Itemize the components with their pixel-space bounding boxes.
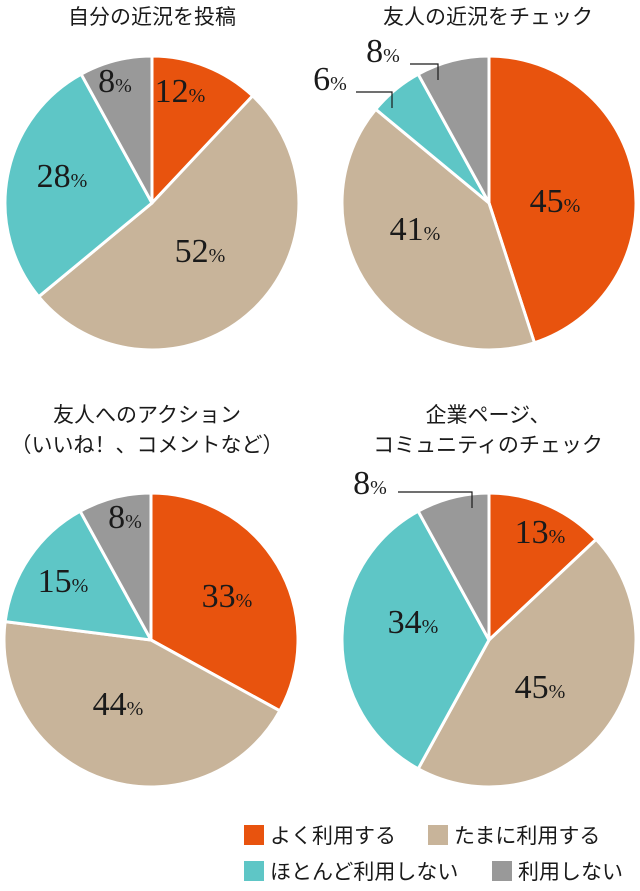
chart-2-slice-often	[487, 54, 638, 345]
chart-3-label-never: 8%	[108, 499, 142, 536]
chart-1-slice-rarely	[3, 72, 154, 299]
legend-label-rarely: ほとんど利用しない	[270, 860, 458, 884]
chart-4-subtitle: コミュニティのチェック	[373, 433, 603, 457]
legend: よく利用する たまに利用する ほとんど利用しない 利用しない	[244, 824, 623, 884]
chart-2-label-never: 8%	[366, 33, 400, 70]
chart-4-title: 企業ページ、	[426, 403, 551, 427]
chart-1-slice-often	[150, 54, 255, 205]
chart-3-label-often: 33%	[202, 578, 253, 615]
legend-label-never: 利用しない	[518, 860, 623, 884]
legend-label-sometimes: たまに利用する	[454, 824, 600, 848]
chart-4-label-rarely: 34%	[388, 604, 439, 641]
chart-3-title: 友人へのアクション	[53, 403, 241, 427]
pie-group: 12% 52% 28% 8% 45% 41% 6% 8% 33% 44% 15% 8% 13% 45% 34…	[2, 33, 638, 789]
chart-2-label-often: 45%	[530, 183, 581, 220]
chart-4-slice-often	[487, 491, 598, 642]
chart-3-subtitle: （いいね！、コメントなど）	[11, 433, 284, 457]
chart-4-label-never: 8%	[353, 465, 387, 502]
chart-2-title: 友人の近況をチェック	[383, 5, 593, 29]
chart-2-slice-never	[416, 54, 491, 205]
chart-4-slice-sometimes	[416, 537, 638, 789]
chart-3-label-sometimes: 44%	[93, 686, 144, 723]
legend-swatch-rarely	[244, 861, 264, 881]
chart-1-label-rarely: 28%	[37, 158, 88, 195]
chart-2-label-sometimes: 41%	[390, 211, 441, 248]
legend-swatch-sometimes	[428, 825, 448, 845]
chart-2-leader-rarely	[356, 91, 393, 108]
chart-1-label-sometimes: 52%	[175, 233, 226, 270]
chart-2-label-rarely: 6%	[313, 61, 347, 98]
chart-4-label-often: 13%	[515, 514, 566, 551]
chart-3-slice-sometimes	[2, 620, 282, 789]
chart-2-leader-never	[410, 63, 439, 80]
chart-3-label-rarely: 15%	[38, 563, 89, 600]
chart-1-label-never: 8%	[98, 63, 132, 100]
legend-label-often: よく利用する	[270, 824, 396, 848]
chart-3-slice-rarely	[3, 509, 153, 642]
chart-1-title: 自分の近況を投稿	[68, 5, 236, 29]
chart-1-label-often: 12%	[155, 73, 206, 110]
chart-1-slice-never	[79, 54, 154, 205]
chart-4-slice-never	[416, 491, 491, 642]
chart-3-slice-often	[149, 491, 300, 713]
chart-4-leader-never	[398, 491, 473, 508]
legend-swatch-never	[492, 861, 512, 881]
chart-4-label-sometimes: 45%	[515, 669, 566, 706]
chart-2-slice-sometimes	[340, 107, 536, 352]
chart-3-slice-never	[78, 491, 153, 642]
legend-swatch-often	[244, 825, 264, 845]
chart-1-slice-sometimes	[37, 94, 301, 352]
